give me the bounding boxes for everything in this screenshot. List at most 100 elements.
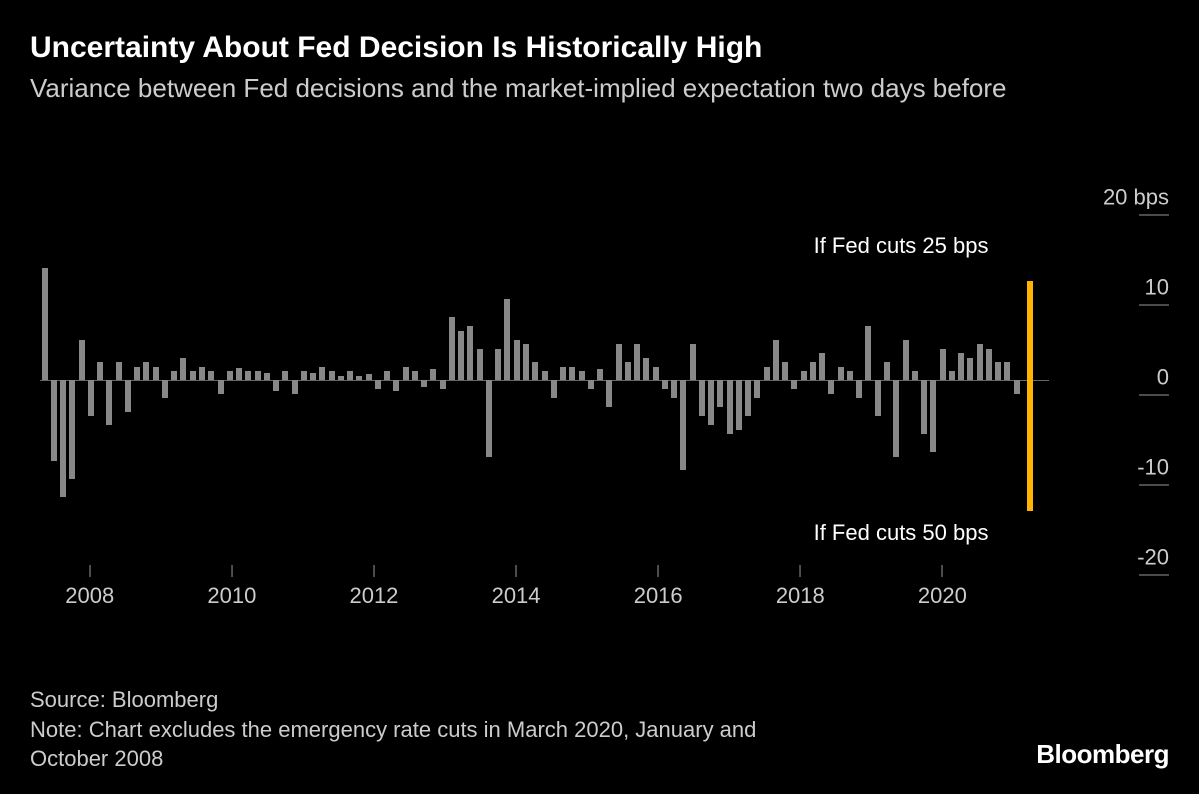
bar <box>319 367 325 381</box>
bar <box>616 344 622 380</box>
bar <box>208 371 214 380</box>
x-tick-label: 2020 <box>918 583 967 609</box>
bar <box>699 380 705 416</box>
bar <box>828 380 834 394</box>
bar <box>467 326 473 380</box>
x-tick-mark <box>800 565 801 577</box>
x-tick-mark <box>658 565 659 577</box>
bar <box>791 380 797 389</box>
bar <box>893 380 899 457</box>
x-tick-mark <box>516 565 517 577</box>
bar <box>97 362 103 380</box>
source-text: Source: Bloomberg <box>30 685 810 715</box>
bar <box>745 380 751 416</box>
x-tick-label: 2016 <box>634 583 683 609</box>
bar <box>977 344 983 380</box>
y-tick-mark <box>1139 575 1169 576</box>
x-tick-mark <box>373 565 374 577</box>
y-tick: -10 <box>1137 455 1169 486</box>
bar <box>690 344 696 380</box>
bar <box>708 380 714 425</box>
bar <box>227 371 233 380</box>
bar <box>310 373 316 380</box>
x-tick: 2012 <box>349 565 398 609</box>
y-tick: 0 <box>1139 365 1169 396</box>
bar <box>634 344 640 380</box>
bar <box>782 362 788 380</box>
bar <box>255 371 261 380</box>
bar <box>579 371 585 380</box>
bar <box>597 369 603 380</box>
bar <box>458 331 464 381</box>
y-tick-label: 20 bps <box>1103 185 1169 211</box>
bar <box>134 367 140 381</box>
bar <box>625 362 631 380</box>
bar <box>551 380 557 398</box>
bar <box>643 358 649 381</box>
x-tick-mark <box>231 565 232 577</box>
bar <box>171 371 177 380</box>
y-tick-mark <box>1139 305 1169 306</box>
chart-area: If Fed cuts 25 bps If Fed cuts 50 bps 20… <box>30 170 1169 620</box>
y-tick: 20 bps <box>1103 185 1169 216</box>
x-tick: 2018 <box>776 565 825 609</box>
x-tick-label: 2018 <box>776 583 825 609</box>
bar <box>486 380 492 457</box>
bar <box>282 371 288 380</box>
bar <box>69 380 75 479</box>
bar <box>560 367 566 381</box>
bar <box>764 367 770 381</box>
bar <box>190 371 196 380</box>
bar <box>199 367 205 381</box>
bar <box>847 371 853 380</box>
bar <box>125 380 131 412</box>
bar <box>51 380 57 461</box>
bar <box>430 369 436 380</box>
bar <box>421 380 427 387</box>
bar <box>273 380 279 391</box>
bar <box>218 380 224 394</box>
y-tick: -20 <box>1137 545 1169 576</box>
x-tick: 2020 <box>918 565 967 609</box>
bar <box>338 376 344 381</box>
bar <box>736 380 742 430</box>
bar <box>245 371 251 380</box>
bar <box>116 362 122 380</box>
bar <box>495 349 501 381</box>
bar <box>671 380 677 398</box>
highlight-bar <box>1027 380 1033 511</box>
bar <box>921 380 927 434</box>
x-axis: 2008201020122014201620182020 <box>40 565 1049 620</box>
bar <box>449 317 455 380</box>
bar <box>236 368 242 380</box>
x-tick-label: 2012 <box>349 583 398 609</box>
bar <box>440 380 446 389</box>
bar <box>504 299 510 380</box>
bar <box>42 268 48 381</box>
bar <box>588 380 594 389</box>
bar <box>717 380 723 407</box>
bar <box>949 371 955 380</box>
bar <box>403 367 409 381</box>
bar <box>606 380 612 407</box>
bar <box>514 340 520 381</box>
bar <box>523 344 529 380</box>
y-tick-label: 10 <box>1145 275 1169 301</box>
bar <box>856 380 862 398</box>
bar <box>162 380 168 398</box>
bar <box>1014 380 1020 394</box>
y-tick-mark <box>1139 215 1169 216</box>
bar <box>967 358 973 381</box>
bar <box>292 380 298 394</box>
bar <box>754 380 760 398</box>
bar <box>801 371 807 380</box>
y-tick-mark <box>1139 395 1169 396</box>
bar <box>366 374 372 380</box>
highlight-bar <box>1027 281 1033 380</box>
bar <box>329 371 335 380</box>
bar <box>347 371 353 380</box>
x-tick-label: 2010 <box>207 583 256 609</box>
plot-area: If Fed cuts 25 bps If Fed cuts 50 bps <box>40 200 1049 560</box>
bar <box>542 371 548 380</box>
annotation-cuts-50: If Fed cuts 50 bps <box>814 520 989 546</box>
